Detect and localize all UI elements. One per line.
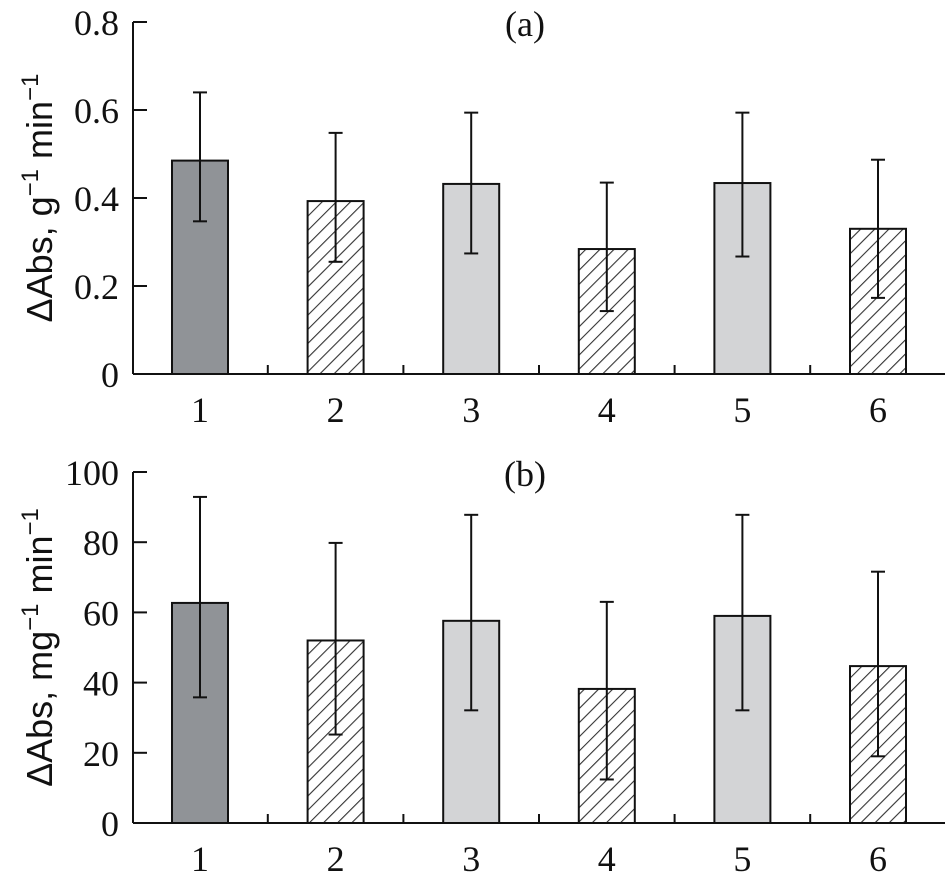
- y-tick-label: 0: [101, 355, 119, 395]
- y-axis-label: ΔAbs, g−1 min−1: [17, 74, 60, 323]
- x-tick-label-3: 3: [462, 839, 480, 879]
- x-tick-label-5: 5: [733, 839, 751, 879]
- chart-panel-a: 00.20.40.60.81 2 3 4 5 6(a)ΔAbs, g−1 min−1: [17, 3, 945, 430]
- y-axis-label-part: −1: [17, 508, 44, 535]
- y-axis-label-part: −1: [17, 603, 44, 630]
- panel-label: (b): [504, 454, 546, 494]
- y-tick-label: 0.8: [74, 3, 119, 43]
- x-tick-label-2: 2: [327, 839, 345, 879]
- x-tick-label-4: 4: [598, 390, 616, 430]
- x-tick-label-3: 3: [462, 390, 480, 430]
- x-tick-label-5: 5: [733, 390, 751, 430]
- y-tick-label: 0.6: [74, 91, 119, 131]
- x-tick-label-6: 6: [869, 390, 887, 430]
- y-tick-label: 100: [65, 453, 119, 493]
- y-axis-label-part: min: [19, 535, 60, 603]
- y-tick-label: 40: [83, 664, 119, 704]
- y-tick-label: 20: [83, 734, 119, 774]
- x-tick-label-4: 4: [598, 839, 616, 879]
- x-tick-label-6: 6: [869, 839, 887, 879]
- x-tick-label-1: 1: [191, 390, 209, 430]
- chart-root: 00.20.40.60.81 2 3 4 5 6(a)ΔAbs, g−1 min−1020…: [17, 3, 945, 879]
- y-axis-label-part: ΔAbs, mg: [19, 631, 60, 787]
- y-tick-label: 60: [83, 593, 119, 633]
- y-axis-label-part: min: [19, 101, 60, 169]
- y-tick-label: 0.2: [74, 267, 119, 307]
- y-tick-label: 0: [101, 804, 119, 844]
- y-tick-label: 80: [83, 523, 119, 563]
- y-tick-label: 0.4: [74, 179, 119, 219]
- x-tick-label-2: 2: [327, 390, 345, 430]
- y-axis-label-part: −1: [17, 169, 44, 196]
- x-tick-label-1: 1: [191, 839, 209, 879]
- y-axis-label-part: −1: [17, 74, 44, 101]
- panel-label: (a): [505, 4, 545, 44]
- y-axis-label-part: ΔAbs, g: [19, 196, 60, 322]
- y-axis-label: ΔAbs, mg−1 min−1: [17, 508, 60, 787]
